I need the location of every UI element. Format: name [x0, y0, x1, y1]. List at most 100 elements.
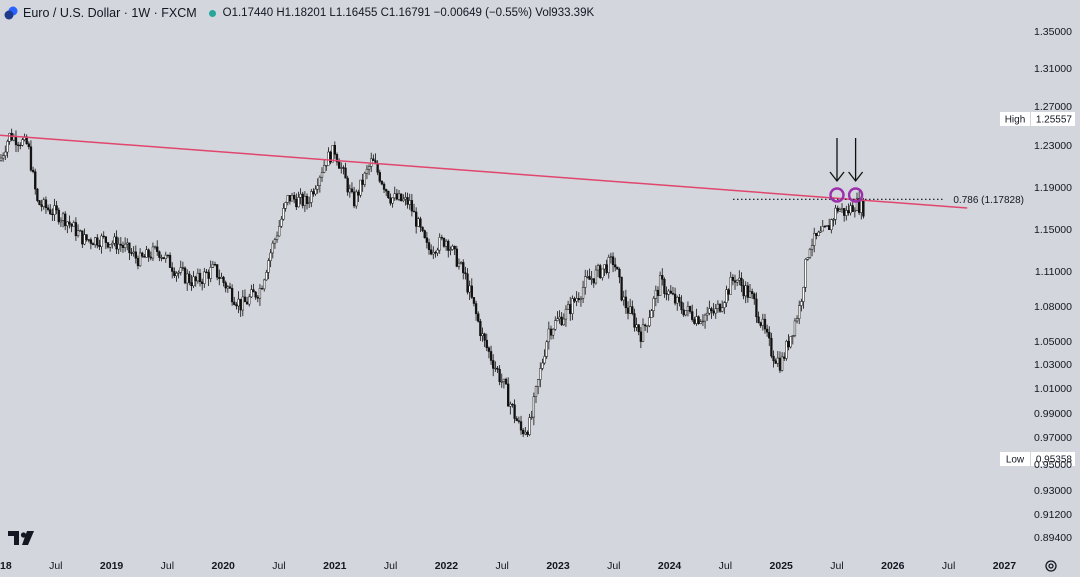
candle-body — [763, 318, 767, 330]
candle-body — [750, 291, 754, 295]
high-value: 1.25557 — [1036, 115, 1073, 126]
candle-body — [620, 276, 623, 301]
ohlc-readout: O1.17440 H1.18201 L1.16455 C1.16791 −0.0… — [222, 7, 595, 19]
candle-body — [646, 325, 649, 327]
candle-body — [616, 266, 619, 270]
candle-body — [305, 195, 309, 204]
candle-body — [316, 185, 319, 190]
highlight-circle[interactable] — [847, 187, 864, 203]
candle-body — [382, 183, 386, 190]
candle-body — [248, 296, 251, 305]
candle-body — [489, 351, 493, 361]
candle-body — [830, 219, 833, 230]
candle-body — [102, 235, 105, 238]
candle-body — [691, 311, 694, 320]
candle-body — [536, 379, 540, 387]
candle-body — [406, 197, 409, 205]
candle-body — [220, 276, 223, 279]
candle-body — [560, 316, 563, 326]
price-tick-label: 1.03000 — [1034, 359, 1072, 371]
candle-body — [860, 200, 863, 213]
candle-body — [665, 293, 668, 295]
candle-body — [314, 188, 317, 195]
candle-body — [840, 208, 844, 211]
candle-body — [104, 236, 108, 243]
candle-body — [577, 298, 580, 300]
time-tick-label: Jul — [161, 560, 174, 572]
candle-body — [355, 191, 358, 207]
candle-body — [545, 341, 548, 357]
price-tick-label: 0.93000 — [1034, 485, 1072, 497]
candle-body — [224, 282, 227, 289]
candle-body — [676, 297, 679, 304]
candle-body — [273, 239, 277, 244]
settings-gear-icon[interactable] — [1044, 559, 1058, 573]
candle-body — [708, 308, 711, 314]
candle-body — [798, 305, 801, 319]
candle-body — [774, 360, 777, 364]
candle-body — [449, 249, 452, 251]
time-tick-label: 2023 — [546, 560, 570, 572]
candle-body — [723, 302, 726, 308]
candle-body — [198, 272, 202, 283]
candle-body — [701, 320, 705, 323]
candle-body — [331, 145, 334, 163]
candle-body — [834, 207, 837, 220]
candle-body — [389, 197, 392, 204]
candle-body — [346, 177, 349, 193]
candle-body — [171, 267, 174, 272]
time-tick-label: 2022 — [435, 560, 459, 572]
candle-body — [151, 246, 155, 259]
candle-body — [573, 298, 576, 302]
candle-body — [618, 269, 621, 278]
candle-body — [496, 367, 499, 370]
candle-body — [785, 341, 788, 359]
candle-body — [607, 257, 610, 273]
candle-body — [173, 271, 176, 276]
candle-body — [49, 209, 52, 215]
high-value-bg — [1031, 112, 1075, 126]
candle-body — [526, 431, 529, 435]
candle-body — [556, 318, 559, 321]
candle-body — [81, 230, 84, 245]
symbol-title[interactable]: Euro / U.S. Dollar · 1W · FXCM — [23, 6, 197, 20]
candle-body — [727, 289, 730, 295]
candle-body — [312, 191, 315, 195]
candle-body — [586, 276, 589, 278]
candle-body — [34, 171, 37, 190]
candle-body — [532, 396, 536, 418]
candle-body — [693, 319, 696, 324]
price-tick-label: 0.89400 — [1034, 532, 1072, 544]
candle-body — [282, 208, 285, 220]
candle-body — [832, 219, 835, 221]
candle-body — [183, 267, 187, 284]
candle-body — [637, 324, 640, 333]
candle-body — [115, 236, 118, 250]
candle-body — [168, 254, 172, 268]
candle-body — [340, 167, 343, 169]
candle-body — [113, 236, 116, 244]
candle-body — [16, 144, 20, 146]
candle-body — [295, 198, 298, 208]
candle-body — [581, 287, 585, 299]
highlight-circle[interactable] — [829, 187, 845, 203]
candle-body — [663, 279, 666, 294]
candle-body — [1, 155, 5, 159]
candle-body — [466, 273, 469, 293]
candle-body — [855, 198, 859, 211]
candle-body — [757, 316, 760, 323]
candle-body — [746, 285, 750, 298]
candle-body — [783, 356, 786, 359]
candle-body — [534, 386, 538, 397]
candle-body — [507, 383, 510, 407]
tradingview-logo-icon[interactable] — [8, 530, 34, 546]
candle-body — [718, 303, 722, 312]
time-tick-label: Jul — [719, 560, 732, 572]
candle-body — [160, 257, 163, 259]
trendline[interactable] — [0, 134, 968, 209]
candle-body — [419, 218, 422, 228]
candle-body — [806, 257, 809, 260]
price-tick-label: 1.23000 — [1034, 140, 1072, 152]
candle-body — [156, 246, 159, 252]
